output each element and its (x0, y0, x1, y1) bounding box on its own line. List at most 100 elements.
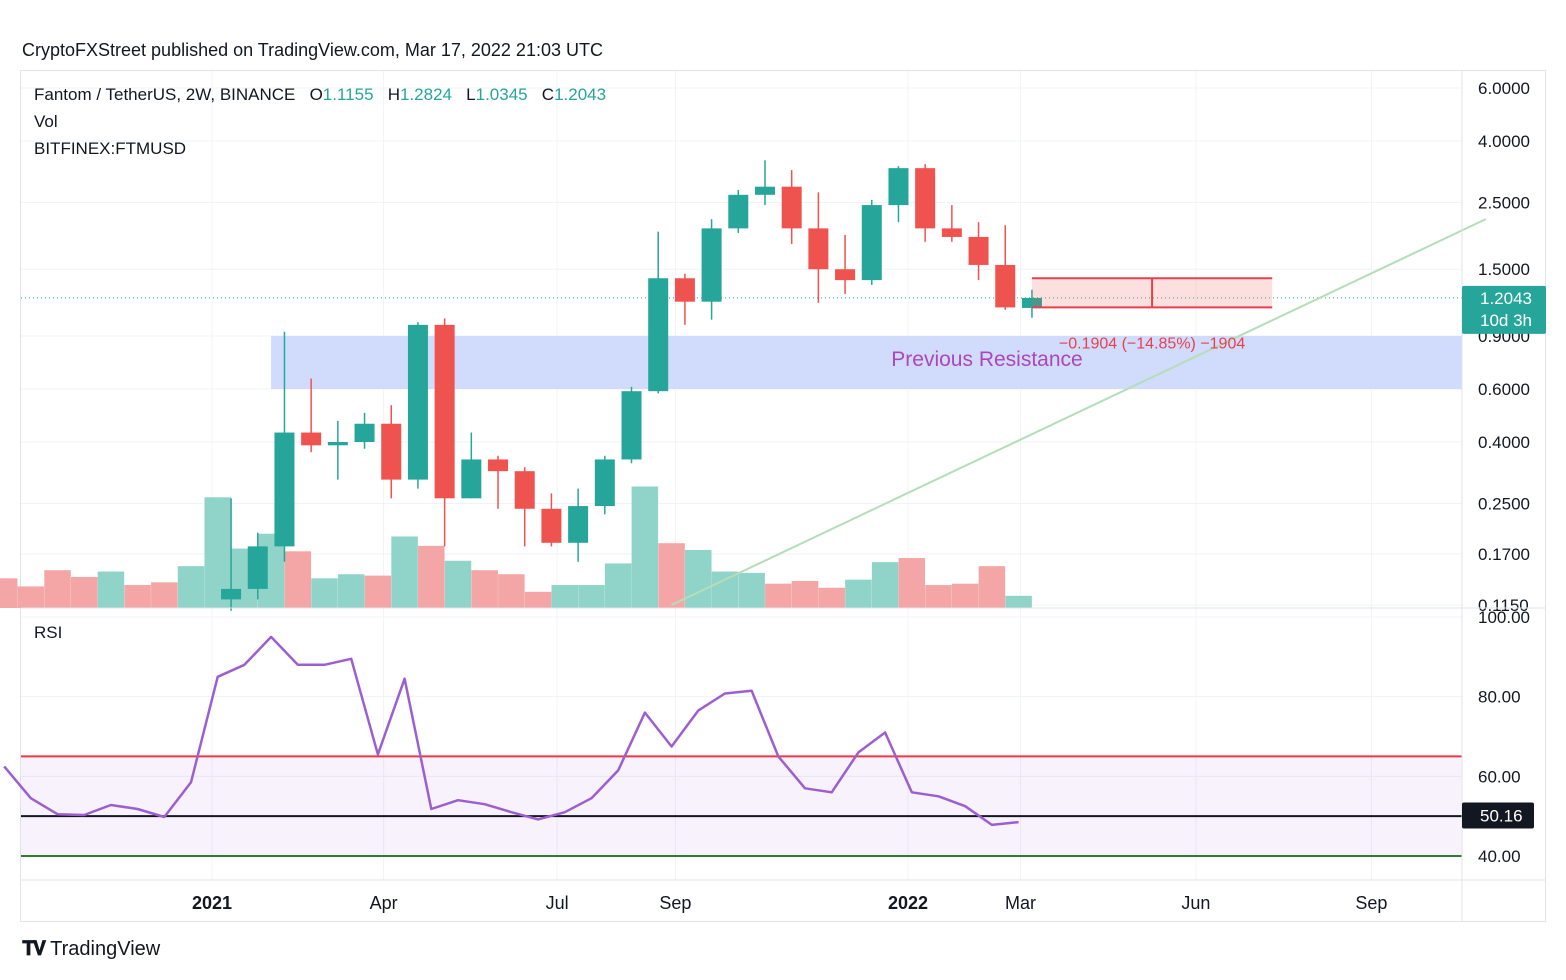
price-tick-label: 0.1700 (1478, 545, 1530, 564)
chart-frame (20, 70, 1546, 922)
rsi-last-value: 50.16 (1480, 807, 1523, 826)
volume-bar (70, 576, 98, 608)
candle-body (407, 324, 428, 480)
price-tick-label: 0.2500 (1478, 494, 1530, 513)
candle-body (488, 459, 509, 472)
candle (407, 322, 428, 489)
footer-brand[interactable]: 𝐓𝐕 TradingView (22, 938, 160, 961)
volume-bar (151, 582, 178, 608)
time-tick-label: 2021 (192, 893, 232, 913)
legend-open-label: O (309, 85, 323, 104)
volume-bar (791, 581, 819, 608)
candle (1021, 289, 1042, 318)
candle-body (941, 228, 962, 237)
volume-bar (604, 563, 632, 608)
time-tick-label: 2022 (888, 893, 928, 913)
candle (461, 432, 482, 499)
candles (221, 160, 1042, 611)
candle-body (381, 423, 402, 480)
candle-body (808, 228, 829, 270)
volume-bar (818, 587, 845, 608)
candle-body (274, 432, 295, 547)
volume-bar (951, 583, 979, 608)
candle (728, 189, 749, 233)
rsi-label[interactable]: RSI (34, 623, 63, 642)
legend-close-label: C (541, 85, 555, 104)
volume-bar (444, 560, 472, 608)
time-tick-label: Jun (1181, 893, 1210, 913)
volume-bar (711, 571, 739, 608)
price-tick-label: 0.6000 (1478, 380, 1530, 399)
candle (274, 331, 295, 562)
volume-bar (551, 585, 579, 608)
candle-body (915, 168, 936, 229)
volume-bar (898, 558, 926, 608)
measure-tool: −0.1904 (−14.85%) −1904 (1031, 277, 1273, 352)
volume-bar (765, 583, 792, 608)
candle (941, 205, 962, 242)
candle (968, 222, 989, 281)
candle (648, 231, 669, 394)
volume-bar (925, 585, 952, 608)
tradingview-logo-icon: 𝐓𝐕 (22, 938, 46, 960)
candle (301, 378, 322, 453)
volume-bar (124, 585, 151, 608)
volume-bar (738, 572, 765, 608)
candle-body (701, 228, 722, 302)
candle (915, 164, 936, 242)
legend-vol[interactable]: Vol (34, 112, 58, 131)
time-tick-label: Apr (370, 893, 398, 913)
volume-bar (631, 486, 659, 608)
legend-high-label: H (387, 85, 400, 104)
candle (621, 386, 642, 464)
price-tick-label: 2.5000 (1478, 193, 1530, 212)
rsi-line (3, 635, 1019, 827)
volume-bar (311, 578, 338, 608)
candle (488, 455, 509, 509)
legend-open-value: 1.1155 (322, 85, 374, 104)
candle (434, 318, 455, 547)
candle (381, 405, 402, 499)
candle (754, 160, 775, 206)
volume-bar (578, 585, 605, 608)
last-price-countdown: 10d 3h (1480, 311, 1532, 330)
candle-body (327, 442, 348, 446)
rsi-pane (3, 635, 1462, 857)
volume-bar (684, 549, 712, 608)
time-tick-label: Sep (1355, 893, 1387, 913)
candle-body (1021, 297, 1042, 308)
volume-bar (1005, 595, 1032, 608)
candle-body (648, 278, 669, 392)
price-tick-label: 6.0000 (1478, 79, 1530, 98)
candle-body (968, 236, 989, 265)
candle (541, 493, 562, 547)
volume-bar (524, 591, 552, 608)
candle-body (728, 194, 749, 229)
volume-bar (0, 578, 18, 608)
legend-symbol[interactable]: Fantom / TetherUS, 2W, BINANCE (34, 85, 296, 104)
candle-body (995, 264, 1016, 308)
volume-bars (0, 486, 1032, 608)
trendline (671, 218, 1487, 606)
price-tick-label: 1.5000 (1478, 260, 1530, 279)
candle-body (514, 471, 535, 509)
candle-body (674, 278, 695, 302)
candle-body (861, 205, 882, 281)
candle-body (301, 432, 322, 446)
volume-bar (871, 562, 899, 608)
legend-compare-symbol[interactable]: BITFINEX:FTMUSD (34, 139, 187, 158)
legend-low-value: 1.0345 (475, 85, 528, 104)
legend-high-value: 1.2824 (399, 85, 452, 104)
candle-body (221, 588, 242, 600)
volume-bar (471, 570, 498, 608)
volume-bar (658, 543, 685, 608)
rsi-last-badge (1462, 802, 1534, 829)
rsi-tick-label: 60.00 (1478, 767, 1521, 786)
legend-close-value: 1.2043 (554, 85, 607, 104)
candle (327, 420, 348, 480)
trendline-line (671, 218, 1487, 606)
rsi-band-fill (21, 756, 1462, 856)
rsi-tick-label: 100.00 (1478, 608, 1530, 627)
legend-symbol-row: Fantom / TetherUS, 2W, BINANCE O1.1155 H… (34, 85, 606, 105)
